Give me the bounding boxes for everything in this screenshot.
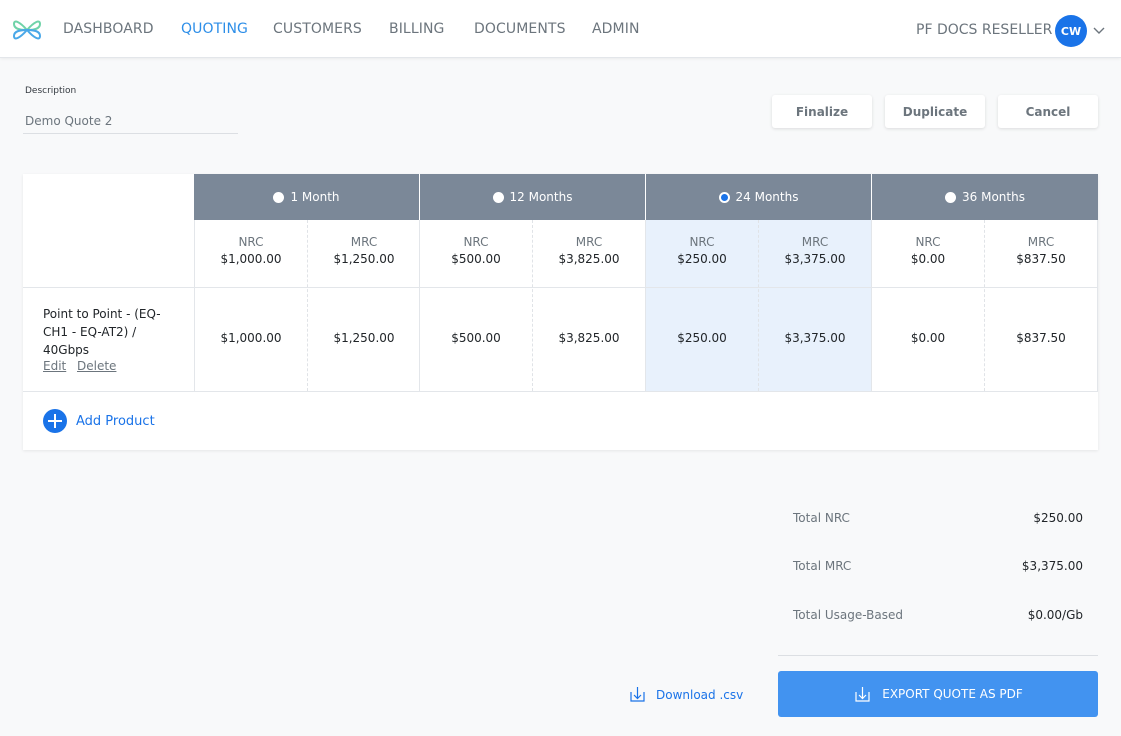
delete-product-link[interactable]: Delete <box>77 359 117 373</box>
column-divider <box>758 220 759 391</box>
column-divider <box>984 220 985 391</box>
nav-quoting[interactable]: QUOTING <box>181 21 248 37</box>
nrc-label: NRC <box>915 235 941 249</box>
download-icon[interactable] <box>628 685 647 704</box>
term-12-nrc-header: NRC $500.00 <box>420 234 532 268</box>
column-divider <box>194 220 195 391</box>
description-input[interactable] <box>23 109 238 134</box>
total-mrc-label: Total MRC <box>793 559 852 573</box>
term-24-mrc-header: MRC $3,375.00 <box>759 234 871 268</box>
term-1-mrc-header: MRC $1,250.00 <box>308 234 420 268</box>
plus-circle-icon[interactable] <box>43 409 67 433</box>
nav-billing[interactable]: BILLING <box>389 21 445 37</box>
account-name[interactable]: PF DOCS RESELLER <box>916 22 1053 38</box>
price-cell: $3,825.00 <box>558 331 620 345</box>
nrc-value: $500.00 <box>451 252 501 266</box>
pricing-table <box>23 174 1098 450</box>
price-cell: $1,000.00 <box>220 331 282 345</box>
term-radio[interactable] <box>492 191 504 203</box>
app-logo-icon[interactable] <box>10 13 44 47</box>
nav-customers[interactable]: CUSTOMERS <box>273 21 362 37</box>
column-divider <box>645 220 646 391</box>
price-cell: $3,375.00 <box>784 331 846 345</box>
term-header-36-months[interactable]: 36 Months <box>872 174 1098 220</box>
term-1-nrc-header: NRC $1,000.00 <box>195 234 307 268</box>
column-divider <box>419 220 420 391</box>
chevron-down-icon[interactable] <box>1092 24 1106 38</box>
download-icon <box>855 686 870 702</box>
download-csv-link[interactable]: Download .csv <box>628 685 743 704</box>
nrc-value: $250.00 <box>677 252 727 266</box>
export-pdf-label: EXPORT QUOTE AS PDF <box>882 687 1023 701</box>
term-label: 36 Months <box>962 190 1025 204</box>
total-nrc-value: $250.00 <box>1033 511 1083 525</box>
duplicate-button[interactable]: Duplicate <box>885 95 985 128</box>
column-divider <box>1097 220 1098 391</box>
column-divider <box>307 220 308 391</box>
add-product-label[interactable]: Add Product <box>76 413 155 429</box>
column-divider <box>532 220 533 391</box>
mrc-value: $837.50 <box>1016 252 1066 266</box>
nrc-value: $1,000.00 <box>220 252 282 266</box>
nav-documents[interactable]: DOCUMENTS <box>474 21 566 37</box>
mrc-label: MRC <box>1027 235 1055 249</box>
mrc-label: MRC <box>575 235 603 249</box>
term-header-24-months[interactable]: 24 Months <box>646 174 871 220</box>
term-24-nrc-header: NRC $250.00 <box>646 234 758 268</box>
nrc-value: $0.00 <box>910 252 946 266</box>
term-radio[interactable] <box>945 191 957 203</box>
term-label: 1 Month <box>290 190 340 204</box>
price-cell: $0.00 <box>910 331 946 345</box>
column-divider <box>871 220 872 391</box>
mrc-value: $3,825.00 <box>558 252 620 266</box>
nrc-label: NRC <box>463 235 489 249</box>
term-label: 12 Months <box>509 190 573 204</box>
total-usage-value: $0.00/Gb <box>1027 608 1083 622</box>
total-usage-label: Total Usage-Based <box>793 608 903 622</box>
price-cell: $250.00 <box>677 331 727 345</box>
total-mrc-value: $3,375.00 <box>1021 559 1083 573</box>
price-cell: $1,250.00 <box>333 331 395 345</box>
product-name: Point to Point - (EQ-CH1 - EQ-AT2) / 40G… <box>43 307 161 357</box>
add-product-button[interactable]: Add Product <box>43 409 155 433</box>
mrc-value: $1,250.00 <box>333 252 395 266</box>
totals-divider <box>778 655 1098 656</box>
avatar[interactable]: CW <box>1055 15 1087 47</box>
mrc-label: MRC <box>350 235 378 249</box>
edit-product-link[interactable]: Edit <box>43 359 67 373</box>
finalize-button[interactable]: Finalize <box>772 95 872 128</box>
term-radio-selected[interactable] <box>718 191 730 203</box>
term-36-mrc-header: MRC $837.50 <box>985 234 1097 268</box>
description-label: Description <box>25 86 77 96</box>
term-header-1-month[interactable]: 1 Month <box>194 174 419 220</box>
download-csv-label[interactable]: Download .csv <box>656 687 744 702</box>
export-pdf-button[interactable]: EXPORT QUOTE AS PDF <box>778 671 1098 717</box>
term-header-12-months[interactable]: 12 Months <box>420 174 645 220</box>
total-nrc-label: Total NRC <box>793 511 850 525</box>
nrc-label: NRC <box>689 235 715 249</box>
mrc-label: MRC <box>801 235 829 249</box>
nav-admin[interactable]: ADMIN <box>592 21 640 37</box>
term-radio[interactable] <box>273 191 285 203</box>
nrc-label: NRC <box>238 235 264 249</box>
term-36-nrc-header: NRC $0.00 <box>872 234 984 268</box>
row-divider <box>23 391 1098 392</box>
term-label: 24 Months <box>735 190 799 204</box>
row-divider <box>23 287 1098 288</box>
cancel-button[interactable]: Cancel <box>998 95 1098 128</box>
price-cell: $837.50 <box>1016 331 1066 345</box>
term-12-mrc-header: MRC $3,825.00 <box>533 234 645 268</box>
price-cell: $500.00 <box>451 331 501 345</box>
mrc-value: $3,375.00 <box>784 252 846 266</box>
nav-dashboard[interactable]: DASHBOARD <box>63 21 154 37</box>
top-navbar: DASHBOARD QUOTING CUSTOMERS BILLING DOCU… <box>0 0 1121 58</box>
